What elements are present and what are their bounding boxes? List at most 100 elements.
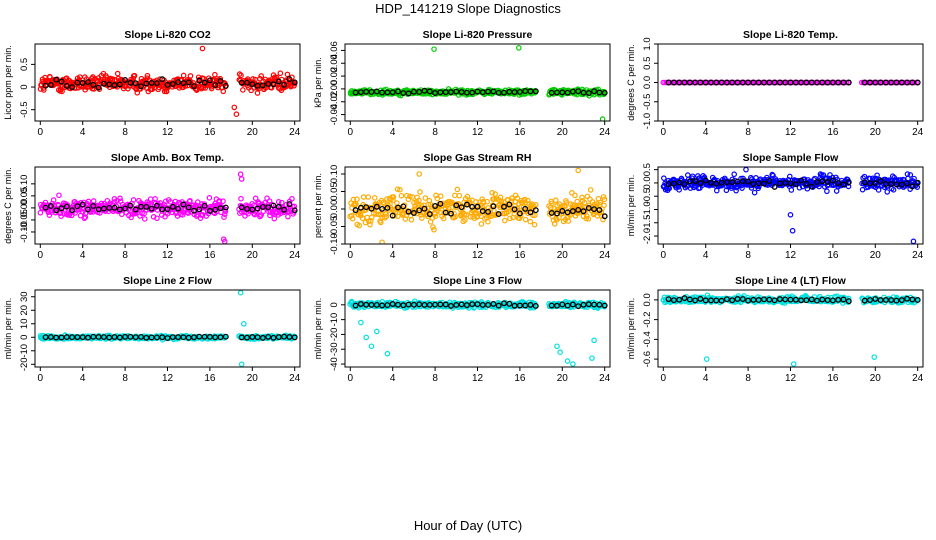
median-point [681,79,688,86]
median-point [904,180,911,187]
median-point [882,181,889,187]
panel-frame [34,289,301,368]
outlier-point [703,356,710,362]
y-tick-label: 0.00 [329,80,340,99]
data-point [587,187,594,193]
median-point [352,207,359,214]
median-point [74,79,81,86]
data-point [407,193,413,200]
y-axis-label: percent per min. [313,173,323,238]
median-point [723,179,730,186]
y-tick-label: -0.2 [642,311,653,327]
median-point [501,300,507,307]
median-point [776,296,783,303]
x-tick-label: 12 [472,373,484,384]
median-point [58,78,65,85]
median-point [745,79,752,86]
y-tick-label: -0.6 [642,351,653,367]
median-point [249,334,256,340]
median-point [373,88,380,95]
y-tick-label: -40 [329,357,340,371]
x-tick-label: 24 [599,373,611,384]
median-point [74,334,81,341]
median-point [755,297,762,303]
data-point [507,215,513,222]
median-point [686,79,693,86]
median-point [601,302,608,309]
y-tick-label: 0.5 [642,57,653,70]
median-point [132,206,139,213]
median-point [244,79,250,86]
data-point [430,224,436,230]
median-point [206,333,213,340]
x-tick-label: 4 [390,250,396,261]
median-point [888,180,895,187]
median-point [771,297,778,304]
median-point [729,79,736,86]
x-tick-label: 16 [514,373,526,384]
median-point [286,76,293,82]
panel-title: Slope Line 4 (LT) Flow [735,275,846,287]
x-tick-label: 20 [557,373,569,384]
median-point [755,79,762,86]
median-point [85,334,91,341]
data-point [180,72,187,79]
median-point [463,201,470,208]
median-point [750,181,757,187]
x-tick-label: 24 [912,127,924,138]
outlier-point [416,171,423,177]
y-axis-label: ml/min per min. [626,175,636,237]
data-point [130,75,137,82]
y-tick-label: -2.0 [642,228,653,244]
median-point [798,297,805,304]
x-tick-label: 8 [745,373,751,384]
median-point [559,208,566,214]
x-tick-label: 20 [247,127,259,138]
median-point [506,88,513,95]
median-point [824,79,831,86]
median-point [771,183,778,190]
median-point [872,79,879,86]
median-point [532,88,539,95]
median-point [169,203,176,210]
x-tick-label: 12 [785,250,797,261]
panel-8: Slope Line 3 Flow 0 4 8 12 16 20 24 -40-30-20-10… [313,275,611,384]
median-point [840,79,847,86]
outlier-point [599,116,606,121]
x-tick-label: 0 [38,250,44,261]
data-point [585,216,592,222]
median-point [153,202,160,209]
median-point [692,178,699,185]
x-tick-label: 8 [432,127,438,138]
median-point [373,203,380,210]
median-point [196,77,203,84]
median-point [69,334,76,341]
median-point [840,181,847,188]
median-point [580,208,587,215]
x-tick-label: 4 [390,373,396,384]
median-point [442,209,449,216]
median-point [554,302,560,309]
data-point [861,173,868,180]
outlier-point [363,334,370,341]
median-point [686,296,693,303]
median-point [692,297,699,304]
median-point [596,207,603,213]
median-point [127,333,134,340]
median-point [522,205,529,212]
outlier-point [871,354,878,360]
x-tick-label: 24 [289,127,301,138]
x-tick-label: 8 [745,127,751,138]
median-point [708,179,714,186]
median-point [153,80,160,87]
median-point [516,302,523,309]
median-point [58,334,65,341]
median-point [819,178,826,185]
median-point [670,180,677,187]
y-tick-label: 0.00 [19,199,30,218]
data-point [687,185,694,191]
data-points [347,45,608,121]
median-point [275,334,282,341]
data-point [493,196,499,202]
data-point [289,195,295,202]
